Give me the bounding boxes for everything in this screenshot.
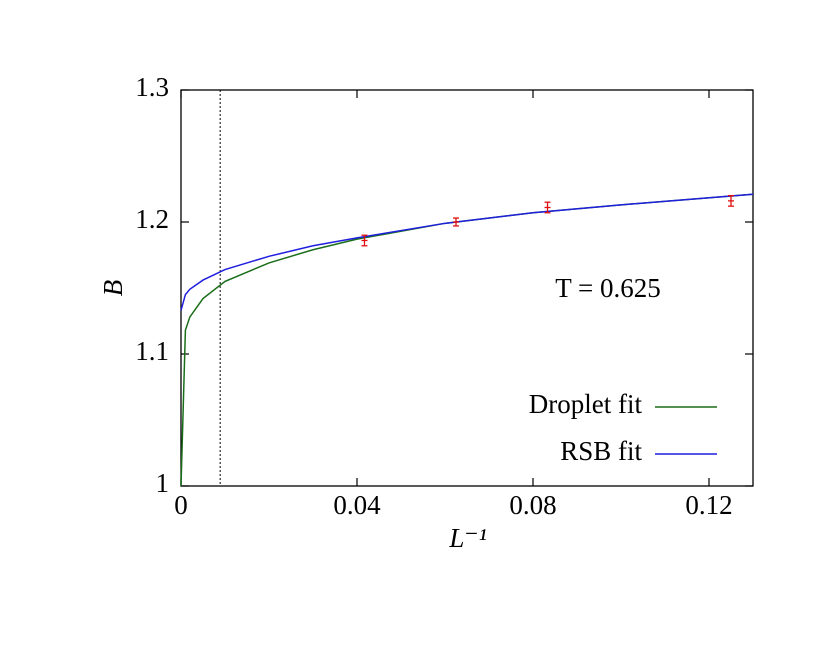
x-tick-label: 0.08 (509, 490, 556, 520)
y-tick-label: 1.3 (135, 72, 169, 102)
legend-label: Droplet fit (529, 389, 643, 419)
fit-line (180, 193, 754, 487)
annotation: T = 0.625 (555, 273, 660, 303)
x-tick-label: 0.12 (685, 490, 732, 520)
plot-frame (180, 89, 754, 487)
y-axis-label: B (98, 280, 128, 297)
fit-line (180, 193, 754, 311)
y-tick-label: 1.2 (135, 204, 169, 234)
x-tick-label: 0 (174, 490, 188, 520)
y-tick-label: 1 (156, 468, 170, 498)
x-tick-label: 0.04 (333, 490, 381, 520)
legend-label: RSB fit (560, 436, 642, 466)
x-axis-label: L⁻¹ (448, 523, 486, 553)
y-tick-label: 1.1 (135, 336, 169, 366)
